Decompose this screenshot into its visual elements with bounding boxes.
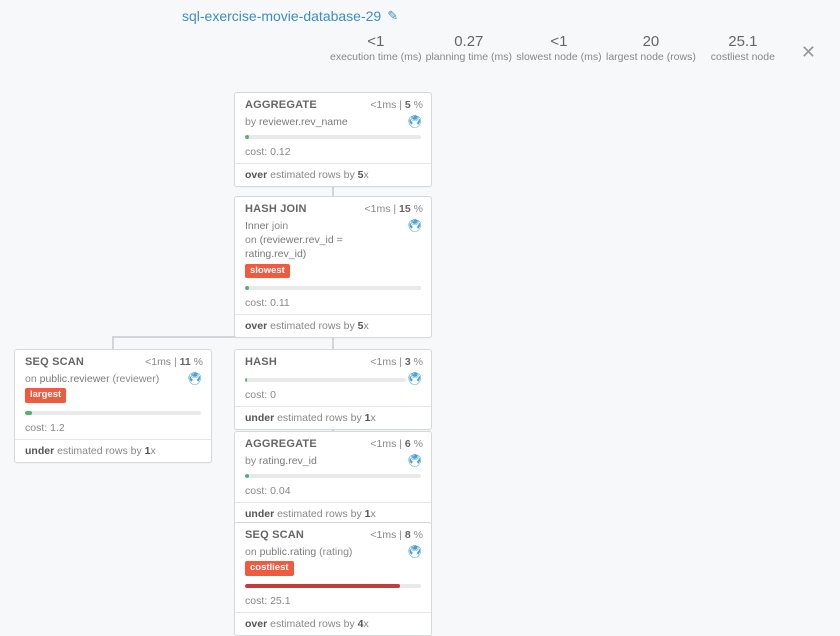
badge-costliest: costliest — [245, 561, 294, 576]
node-meta: <1ms | 6 % — [370, 438, 423, 450]
cost-bar — [245, 135, 421, 139]
node-hash-join[interactable]: HASH JOIN <1ms | 15 % Inner join 🖲 on (r… — [234, 196, 432, 338]
cost-bar — [245, 474, 421, 478]
database-icon[interactable]: 🖲 — [406, 452, 423, 470]
database-icon[interactable]: 🖲 — [406, 217, 423, 235]
node-name: HASH JOIN — [245, 203, 307, 215]
node-meta: <1ms | 8 % — [370, 529, 423, 541]
database-icon[interactable]: 🖲 — [406, 113, 423, 131]
node-meta: <1ms | 3 % — [370, 356, 423, 368]
connector — [112, 336, 114, 349]
cost-row: cost: 0 — [235, 386, 431, 406]
cost-row: cost: 25.1 — [235, 592, 431, 612]
node-meta: <1ms | 11 % — [145, 356, 203, 368]
cost-bar — [245, 584, 421, 588]
node-hash[interactable]: HASH <1ms | 3 % 🖲 cost: 0 under estimate… — [234, 349, 432, 430]
cost-row: cost: 0.12 — [235, 143, 431, 163]
node-aggregate-2[interactable]: AGGREGATE <1ms | 6 % by rating.rev_id 🖲 … — [234, 431, 432, 526]
plan-canvas: AGGREGATE <1ms | 5 % by reviewer.rev_nam… — [0, 0, 840, 614]
database-icon[interactable]: 🖲 — [186, 370, 203, 388]
cost-row: cost: 0.11 — [235, 294, 431, 314]
node-seq-scan-reviewer[interactable]: SEQ SCAN <1ms | 11 % on public.reviewer … — [14, 349, 212, 463]
estimate-row: over estimated rows by 5x — [235, 163, 431, 186]
cost-row: cost: 1.2 — [15, 419, 211, 439]
node-aggregate-1[interactable]: AGGREGATE <1ms | 5 % by reviewer.rev_nam… — [234, 92, 432, 187]
database-icon[interactable]: 🖲 — [406, 543, 423, 561]
node-meta: <1ms | 15 % — [365, 203, 423, 215]
cost-bar — [245, 378, 406, 382]
node-meta: <1ms | 5 % — [370, 99, 423, 111]
node-seq-scan-rating[interactable]: SEQ SCAN <1ms | 8 % on public.rating (ra… — [234, 522, 432, 636]
node-name: SEQ SCAN — [245, 529, 304, 541]
cost-row: cost: 0.04 — [235, 482, 431, 502]
estimate-row: over estimated rows by 5x — [235, 314, 431, 337]
database-icon[interactable]: 🖲 — [406, 370, 423, 388]
estimate-row: under estimated rows by 1x — [235, 406, 431, 429]
badge-slowest: slowest — [245, 264, 290, 279]
cost-bar — [245, 286, 421, 290]
estimate-row: under estimated rows by 1x — [15, 439, 211, 462]
node-name: SEQ SCAN — [25, 356, 84, 368]
node-name: AGGREGATE — [245, 99, 317, 111]
node-name: AGGREGATE — [245, 438, 317, 450]
cost-bar — [25, 411, 201, 415]
estimate-row: over estimated rows by 4x — [235, 612, 431, 635]
node-name: HASH — [245, 356, 277, 368]
badge-largest: largest — [25, 388, 66, 403]
